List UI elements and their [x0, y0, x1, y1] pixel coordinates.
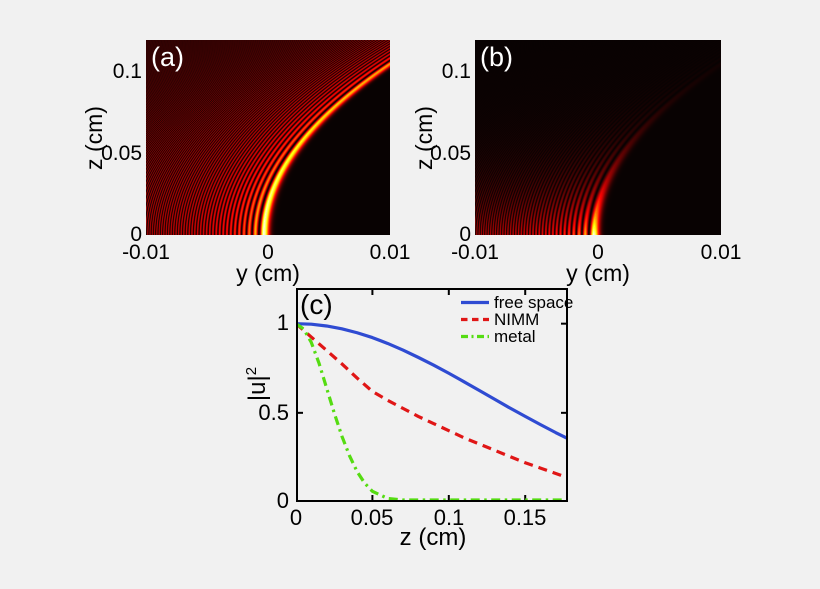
panel-b-ytick-0.1: 0.1: [441, 60, 471, 83]
panel-b-ytick-0.05: 0.05: [430, 142, 471, 165]
panel-a-ytick-0.1: 0.1: [112, 60, 142, 83]
curve-NIMM: [294, 322, 569, 480]
panel-c-ytick-1: 1: [276, 310, 289, 335]
panel-b-xtick-neg0.01: -0.01: [451, 241, 499, 264]
panel-a-ytick-0: 0: [130, 223, 142, 246]
panel-a-ylabel: z (cm): [81, 106, 107, 170]
panel-a-xtick-0: 0: [262, 241, 274, 264]
legend-item-free-space: free space: [458, 294, 573, 311]
panel-c-xtick-0.1: 0.1: [433, 505, 465, 530]
panel-b-xtick-0.01: 0.01: [700, 241, 742, 264]
panel-c-xtick-0.05: 0.05: [350, 505, 394, 530]
legend: free space NIMM metal: [458, 294, 573, 345]
legend-line-nimm: [461, 317, 489, 322]
panel-c-ytick-0: 0: [276, 488, 289, 513]
panel-c-xlabel: z (cm): [399, 524, 467, 551]
curve-free-space: [295, 322, 569, 441]
legend-item-nimm: NIMM: [458, 311, 573, 328]
panel-b-ytick-0: 0: [459, 223, 471, 246]
panel-b-xtick-0: 0: [592, 241, 604, 264]
panel-b-xlabel: y (cm): [566, 260, 630, 286]
legend-label-nimm: NIMM: [494, 310, 540, 329]
panel-b-ylabel: z (cm): [411, 106, 437, 170]
heatmap-panel-b: [475, 40, 721, 235]
panel-a-xtick-neg0.01: -0.01: [122, 241, 170, 264]
panel-a-label: (a): [151, 42, 184, 72]
panel-c-xtick-0: 0: [289, 505, 303, 530]
legend-label-metal: metal: [494, 327, 536, 346]
panel-b-label: (b): [480, 42, 513, 72]
panel-c-ytick-0.5: 0.5: [258, 400, 289, 425]
panel-a-ytick-0.05: 0.05: [101, 142, 142, 165]
panel-c-xtick-0.15: 0.15: [503, 505, 547, 530]
panel-c-ylabel-base: |u|: [244, 375, 271, 402]
panel-c-ylabel-sup: 2: [243, 366, 260, 376]
panel-a-xtick-0.01: 0.01: [369, 241, 411, 264]
curve-metal: [295, 322, 568, 502]
panel-a-xlabel: y (cm): [236, 260, 300, 286]
panel-c-label: (c): [300, 289, 333, 320]
legend-line-free-space: [461, 300, 489, 305]
panel-c-ylabel: |u|2: [239, 329, 271, 439]
legend-line-metal: [461, 334, 489, 339]
legend-label-free-space: free space: [494, 293, 574, 312]
heatmap-panel-a: [146, 40, 390, 235]
legend-item-metal: metal: [458, 328, 573, 345]
